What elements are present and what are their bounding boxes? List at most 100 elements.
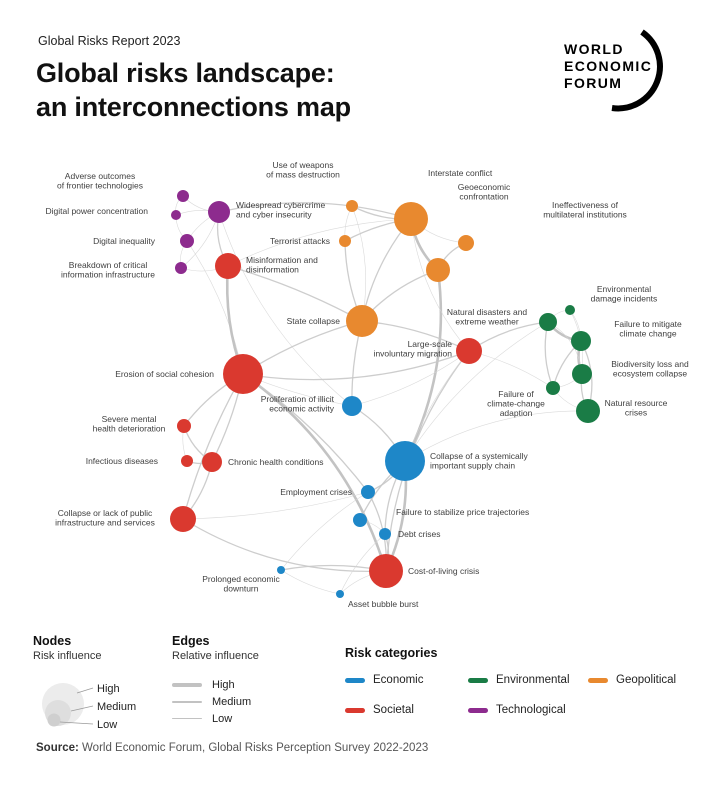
risk-node-pubinfra (170, 506, 196, 532)
legend-edges: Edges Relative influence High Medium Low (172, 634, 259, 727)
edge-natdis-supply (404, 321, 549, 462)
edge-pubinfra-employ (182, 491, 369, 520)
risk-node-envdmg (565, 305, 575, 315)
risk-label-migration: Large-scale involuntary migration (374, 339, 453, 359)
risk-label-asset: Asset bubble burst (348, 599, 419, 609)
legend-categories-title: Risk categories (345, 646, 438, 660)
risk-label-downturn: Prolonged economic downturn (202, 574, 280, 594)
edge-resource-supply (404, 410, 589, 462)
risk-node-biodiv (572, 364, 592, 384)
legend-node-low-label: Low (97, 719, 117, 731)
risk-label-digpower: Digital power concentration (45, 206, 148, 216)
report-eyebrow: Global Risks Report 2023 (38, 34, 181, 48)
legend-nodes-subtitle: Risk influence (33, 650, 102, 662)
legend-edge-high-label: High (212, 678, 235, 691)
legend-edge-low: Low (172, 710, 259, 727)
risk-label-infect: Infectious diseases (86, 456, 158, 466)
risk-node-misinfo (215, 253, 241, 279)
risk-node-frontier (177, 190, 189, 202)
wef-logo: WORLD ECONOMIC FORUM (564, 29, 663, 112)
legend-edges-rows: High Medium Low (172, 676, 259, 727)
risk-label-cyber: Widespread cybercrime and cyber insecurit… (236, 200, 326, 220)
risk-node-wmd (346, 200, 358, 212)
legend-category-environmental: Environmental (468, 674, 588, 686)
edge-adaption-migration (468, 350, 554, 389)
risk-node-natdis (539, 313, 557, 331)
source-line: Source: World Economic Forum, Global Ris… (36, 742, 428, 754)
source-text: World Economic Forum, Global Risks Perce… (78, 742, 429, 754)
risk-label-adaption: Failure of climate-change adaption (487, 389, 545, 418)
wef-logo-text-economic: ECONOMIC (564, 58, 652, 74)
risk-label-pubinfra: Collapse or lack of public infrastructure… (55, 508, 155, 528)
wef-logo-text-world: WORLD (564, 41, 624, 57)
risk-label-multilat: Ineffectiveness of multilateral instituti… (543, 200, 627, 220)
legend-node-high-label: High (97, 683, 120, 695)
risk-label-terror: Terrorist attacks (270, 236, 330, 246)
risk-label-resource: Natural resource crises (605, 398, 668, 418)
legend-categories-grid: Economic Environmental Geopolitical Soci… (345, 674, 695, 716)
risk-node-statecol (346, 305, 378, 337)
risk-label-mitigate: Failure to mitigate climate change (614, 319, 682, 339)
edge-cyber-interstate (218, 202, 412, 220)
risk-label-wmd: Use of weapons of mass destruction (266, 160, 340, 180)
legend-edge-medium-line (172, 700, 202, 703)
page-title-line1: Global risks landscape: (36, 58, 335, 88)
wef-logo-text-forum: FORUM (564, 75, 622, 91)
legend-edges-subtitle: Relative influence (172, 650, 259, 662)
risk-node-supply (385, 441, 425, 481)
edge-illicit-migration (351, 350, 470, 407)
geopolitical-swatch (588, 677, 608, 683)
legend-node-medium-label: Medium (97, 701, 136, 713)
risk-node-mental (177, 419, 191, 433)
risk-label-costliving: Cost-of-living crisis (408, 566, 479, 576)
edge-pubinfra-costliving (182, 518, 387, 573)
edge-natdis-adaption (544, 321, 554, 389)
risk-node-erosion (223, 354, 263, 394)
risk-label-frontier: Adverse outcomes of frontier technologies (57, 171, 143, 191)
edge-statecol-misinfo (227, 265, 363, 322)
risk-node-chronic (202, 452, 222, 472)
risk-node-price (353, 513, 367, 527)
edge-misinfo-interstate (227, 218, 412, 267)
edge-debt-asset (339, 533, 386, 595)
risk-node-adaption (546, 381, 560, 395)
edge-interstate-migration (410, 218, 470, 352)
risk-node-interstate (394, 202, 428, 236)
risk-node-downturn (277, 566, 285, 574)
risk-label-erosion: Erosion of social cohesion (115, 369, 214, 379)
legend-node-low-circle (47, 713, 61, 727)
risk-node-diginequ (180, 234, 194, 248)
risk-node-employ (361, 485, 375, 499)
environmental-label: Environmental (496, 674, 570, 686)
risk-label-employ: Employment crises (280, 487, 352, 497)
environmental-swatch (468, 677, 488, 683)
risk-label-geoeco: Geoeconomic confrontation (458, 182, 511, 202)
legend-nodes-diagram: High Medium Low (42, 683, 136, 731)
risk-label-natdis: Natural disasters and extreme weather (447, 307, 528, 327)
legend-category-technological: Technological (468, 704, 588, 716)
risk-label-statecol: State collapse (287, 316, 341, 326)
risk-label-illicit: Proliferation of illicit economic activit… (261, 394, 335, 414)
economic-swatch (345, 677, 365, 683)
risk-node-asset (336, 590, 344, 598)
legend-category-economic: Economic (345, 674, 468, 686)
societal-swatch (345, 707, 365, 713)
risk-node-breakdown (175, 262, 187, 274)
page-title-line2: an interconnections map (36, 92, 351, 122)
technological-label: Technological (496, 704, 566, 716)
risk-node-costliving (369, 554, 403, 588)
page-title: Global risks landscape: an interconnecti… (36, 56, 351, 124)
edge-downturn-asset (280, 569, 341, 595)
risk-label-interstate: Interstate conflict (428, 168, 493, 178)
edge-erosion-employ (242, 373, 369, 493)
risk-label-price: Failure to stabilize price trajectories (396, 507, 529, 517)
risk-node-infect (181, 455, 193, 467)
legend-nodes: Nodes Risk influence High Medium Low (33, 634, 183, 749)
geopolitical-label: Geopolitical (616, 674, 677, 686)
legend-leader-high (76, 687, 94, 694)
legend-edge-high-line (172, 682, 202, 687)
edge-downturn-employ (280, 491, 369, 571)
risk-label-misinfo: Misinformation and disinformation (246, 255, 318, 275)
risk-node-mitigate (571, 331, 591, 351)
